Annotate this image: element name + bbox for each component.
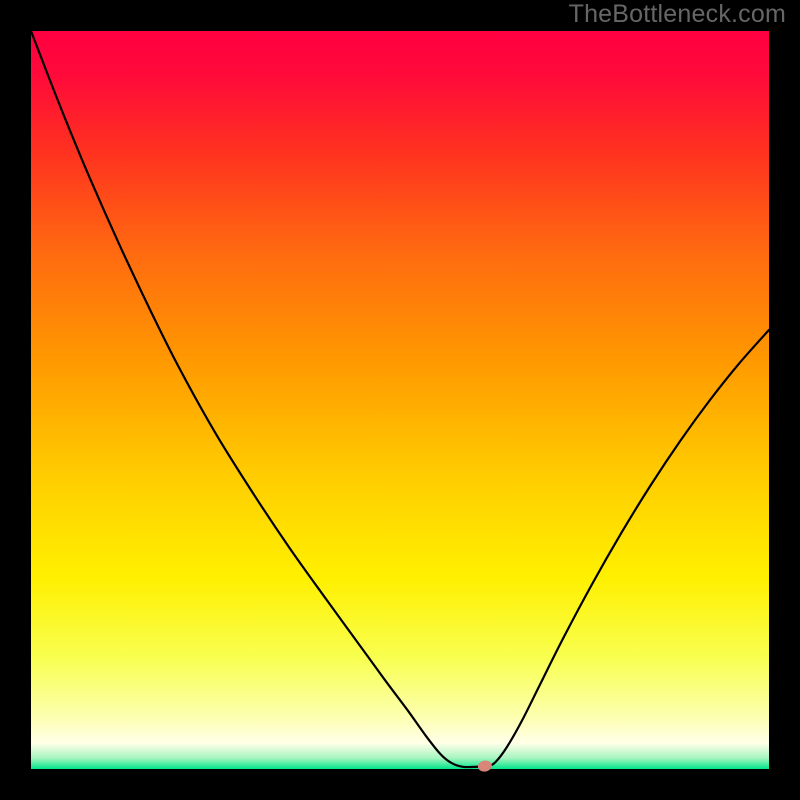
- bottleneck-chart: [0, 0, 800, 800]
- watermark-text: TheBottleneck.com: [569, 0, 786, 29]
- gradient-background: [31, 31, 769, 769]
